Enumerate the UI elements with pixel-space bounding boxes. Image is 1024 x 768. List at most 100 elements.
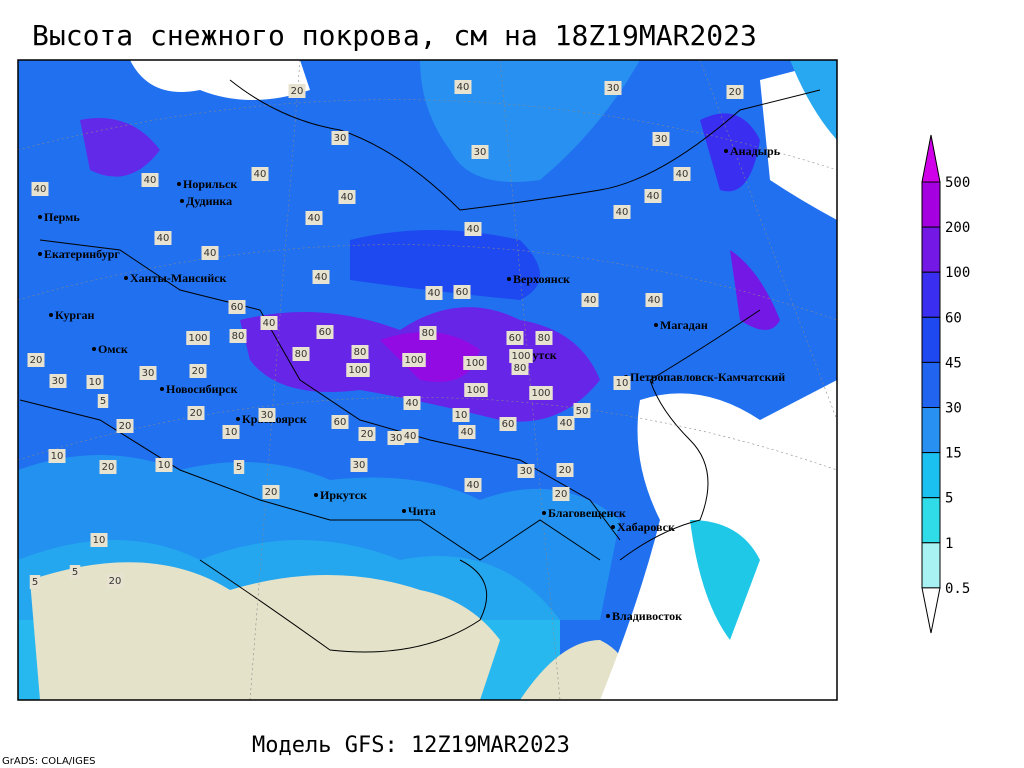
contour-label-box <box>262 485 280 499</box>
colorbar-cap <box>921 587 941 634</box>
contour-label: 60 <box>231 302 244 313</box>
city-label: Магадан <box>660 318 708 332</box>
contour-label: 5 <box>72 567 78 578</box>
city-label: Новосибирск <box>166 382 238 396</box>
contour-label-box <box>31 182 49 196</box>
colorbar-segment <box>921 542 941 589</box>
city-label: Владивосток <box>612 609 682 623</box>
contour-label: 40 <box>584 295 597 306</box>
contour-label-box <box>454 80 472 94</box>
contour-label-box <box>189 364 207 378</box>
colorbar-segment <box>921 407 941 454</box>
contour-label: 80 <box>422 328 435 339</box>
contour-label: 40 <box>204 248 217 259</box>
colorbar-label: 1 <box>945 536 953 552</box>
contour-label-box <box>116 419 134 433</box>
contour-label-box <box>155 458 173 472</box>
contour-label: 5 <box>32 577 38 588</box>
contour-label: 100 <box>466 385 485 396</box>
contour-label: 20 <box>30 355 43 366</box>
contour-label: 40 <box>157 233 170 244</box>
contour-label: 100 <box>188 333 207 344</box>
contour-label-box <box>613 205 631 219</box>
contour-label: 10 <box>158 460 171 471</box>
city-label: Благовещенск <box>548 506 626 520</box>
contour-label: 80 <box>354 347 367 358</box>
contour-label: 30 <box>474 147 487 158</box>
contour-label-box <box>141 173 159 187</box>
contour-label-box <box>529 386 553 400</box>
contour-label-box <box>27 353 45 367</box>
contour-label: 30 <box>520 466 533 477</box>
contour-label-box <box>419 326 437 340</box>
contour-label: 50 <box>576 406 589 417</box>
city-dot <box>160 387 164 391</box>
contour-label: 60 <box>509 333 522 344</box>
contour-label-box <box>29 575 41 589</box>
city-label: Иркутск <box>320 488 367 502</box>
contour-label: 40 <box>406 398 419 409</box>
contour-label-box <box>453 285 471 299</box>
colorbar-segment <box>921 226 941 273</box>
contour-label-box <box>556 463 574 477</box>
contour-label-box <box>726 85 744 99</box>
contour-label: 10 <box>89 377 102 388</box>
contour-label: 30 <box>655 134 668 145</box>
contour-label-box <box>401 429 419 443</box>
contour-label: 80 <box>538 333 551 344</box>
colorbar-label: 45 <box>945 355 962 371</box>
contour-label: 100 <box>404 355 423 366</box>
contour-label-box <box>499 417 517 431</box>
contour-label: 10 <box>616 378 629 389</box>
contour-label: 100 <box>348 365 367 376</box>
city-label: Курган <box>55 308 95 322</box>
colorbar-label: 15 <box>945 446 962 462</box>
colorbar-segment <box>921 271 941 318</box>
contour-label-box <box>312 270 330 284</box>
contour-label: 60 <box>456 287 469 298</box>
contour-label: 30 <box>607 83 620 94</box>
colorbar-label: 60 <box>945 310 962 326</box>
city-dot <box>180 199 184 203</box>
contour-label: 100 <box>465 358 484 369</box>
contour-label: 20 <box>109 576 122 587</box>
colorbar-label: 0.5 <box>945 581 970 597</box>
contour-label: 40 <box>404 431 417 442</box>
contour-label-box <box>258 408 276 422</box>
contour-label: 80 <box>295 349 308 360</box>
contour-label-box <box>458 425 476 439</box>
contour-label-box <box>186 331 210 345</box>
contour-label: 40 <box>254 169 267 180</box>
contour-label: 40 <box>647 191 660 202</box>
contour-label: 40 <box>315 272 328 283</box>
city-label: Чита <box>408 504 436 518</box>
city-label: Норильск <box>183 177 237 191</box>
contour-label: 40 <box>676 169 689 180</box>
contour-label: 100 <box>531 388 550 399</box>
title: Высота снежного покрова, см на 18Z19MAR2… <box>32 19 757 52</box>
contour-label-box <box>288 84 306 98</box>
contour-label-box <box>260 316 278 330</box>
contour-label: 30 <box>261 410 274 421</box>
contour-label-box <box>229 329 247 343</box>
colorbar-label: 500 <box>945 175 970 191</box>
contour-label: 40 <box>648 295 661 306</box>
colorbar-segment <box>921 361 941 408</box>
contour-label: 20 <box>265 487 278 498</box>
city-label: Хабаровск <box>617 520 675 534</box>
contour-label: 60 <box>502 419 515 430</box>
contour-label-box <box>604 81 622 95</box>
contour-label: 30 <box>353 460 366 471</box>
contour-label: 20 <box>291 86 304 97</box>
contour-label: 40 <box>263 318 276 329</box>
contour-label-box <box>425 286 443 300</box>
contour-label: 80 <box>232 331 245 342</box>
city-label: Дудинка <box>186 194 232 208</box>
contour-label: 5 <box>236 462 242 473</box>
contour-label-box <box>535 331 553 345</box>
contour-label: 60 <box>334 417 347 428</box>
city-label: Верхоянск <box>513 272 570 286</box>
contour-label-box <box>346 363 370 377</box>
contour-label-box <box>358 427 376 441</box>
